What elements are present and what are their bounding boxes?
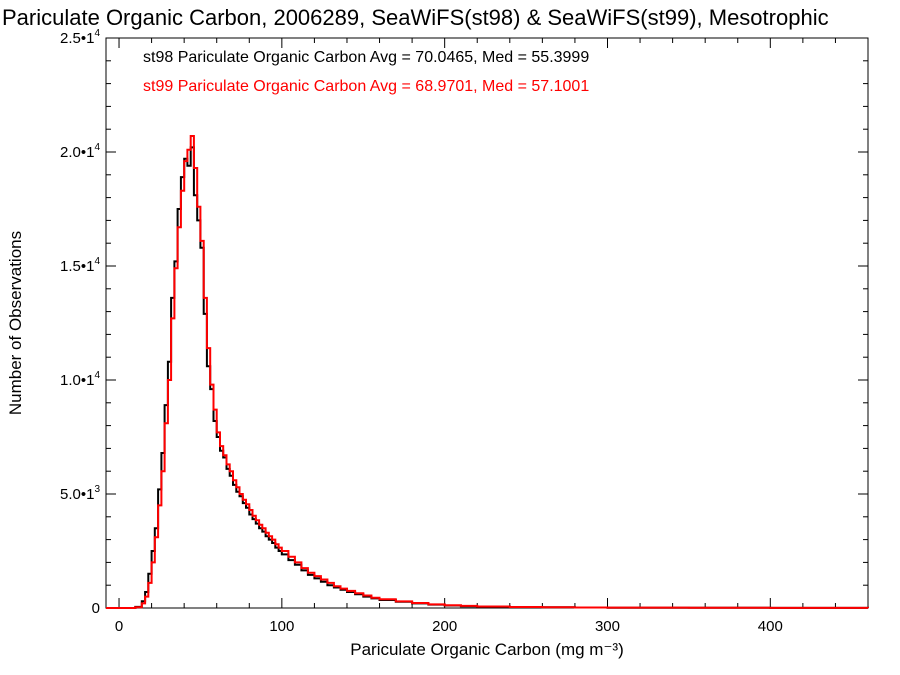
y-tick-label: 1.0•14 <box>60 370 100 389</box>
y-tick-label: 1.5•14 <box>60 256 100 275</box>
x-tick-label: 400 <box>758 618 783 635</box>
y-axis: 0 5.0•13 1.0•14 1.5•14 2.0•14 2.5•14 <box>60 28 868 617</box>
x-axis: 0 100 200 300 400 <box>115 38 836 635</box>
x-tick-label: 300 <box>595 618 620 635</box>
y-tick-label: 0 <box>92 600 100 617</box>
x-tick-label: 0 <box>115 618 123 635</box>
x-axis-label: Pariculate Organic Carbon (mg m⁻³) <box>350 640 624 659</box>
y-tick-label: 2.0•14 <box>60 142 100 161</box>
x-tick-label: 200 <box>432 618 457 635</box>
legend-entry-st98: st98 Pariculate Organic Carbon Avg = 70.… <box>143 49 589 66</box>
y-axis-label: Number of Observations <box>6 231 25 415</box>
y-tick-label: 2.5•14 <box>60 28 100 47</box>
chart-title: Pariculate Organic Carbon, 2006289, SeaW… <box>2 5 829 30</box>
series-layer <box>106 135 869 609</box>
x-tick-label: 100 <box>269 618 294 635</box>
series-st99-line <box>106 135 869 609</box>
plot-frame <box>105 37 869 609</box>
legend-entry-st99: st99 Pariculate Organic Carbon Avg = 68.… <box>143 78 589 95</box>
plot-border <box>105 37 869 609</box>
y-tick-label: 5.0•13 <box>60 484 100 503</box>
series-st98-line <box>106 146 869 609</box>
